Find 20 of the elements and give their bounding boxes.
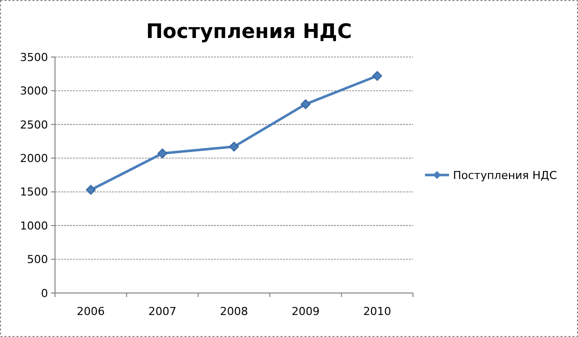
point bbox=[300, 99, 310, 110]
x-tick-label: 2010 bbox=[363, 305, 392, 318]
point bbox=[158, 148, 168, 158]
x-tick-label: 2007 bbox=[148, 305, 176, 318]
point bbox=[229, 142, 239, 152]
legend-label: Поступления НДС bbox=[453, 168, 558, 182]
point bbox=[86, 184, 96, 195]
y-tick-label: 2000 bbox=[20, 152, 48, 165]
y-tick-label: 3000 bbox=[20, 84, 48, 98]
y-tick-label: 500 bbox=[27, 253, 48, 266]
x-tick-label: 2009 bbox=[292, 305, 320, 318]
point bbox=[372, 70, 382, 81]
x-tick-label: 2006 bbox=[76, 305, 105, 318]
x-tick-label: 2008 bbox=[220, 305, 248, 318]
y-tick-label: 1500 bbox=[20, 186, 48, 199]
chart-title: Поступления НДС bbox=[146, 19, 352, 43]
y-tick-label: 2500 bbox=[20, 118, 48, 132]
y-tick-label: 0 bbox=[41, 286, 48, 300]
y-tick-label: 1000 bbox=[20, 219, 48, 232]
y-tick-label: 3500 bbox=[20, 50, 48, 64]
